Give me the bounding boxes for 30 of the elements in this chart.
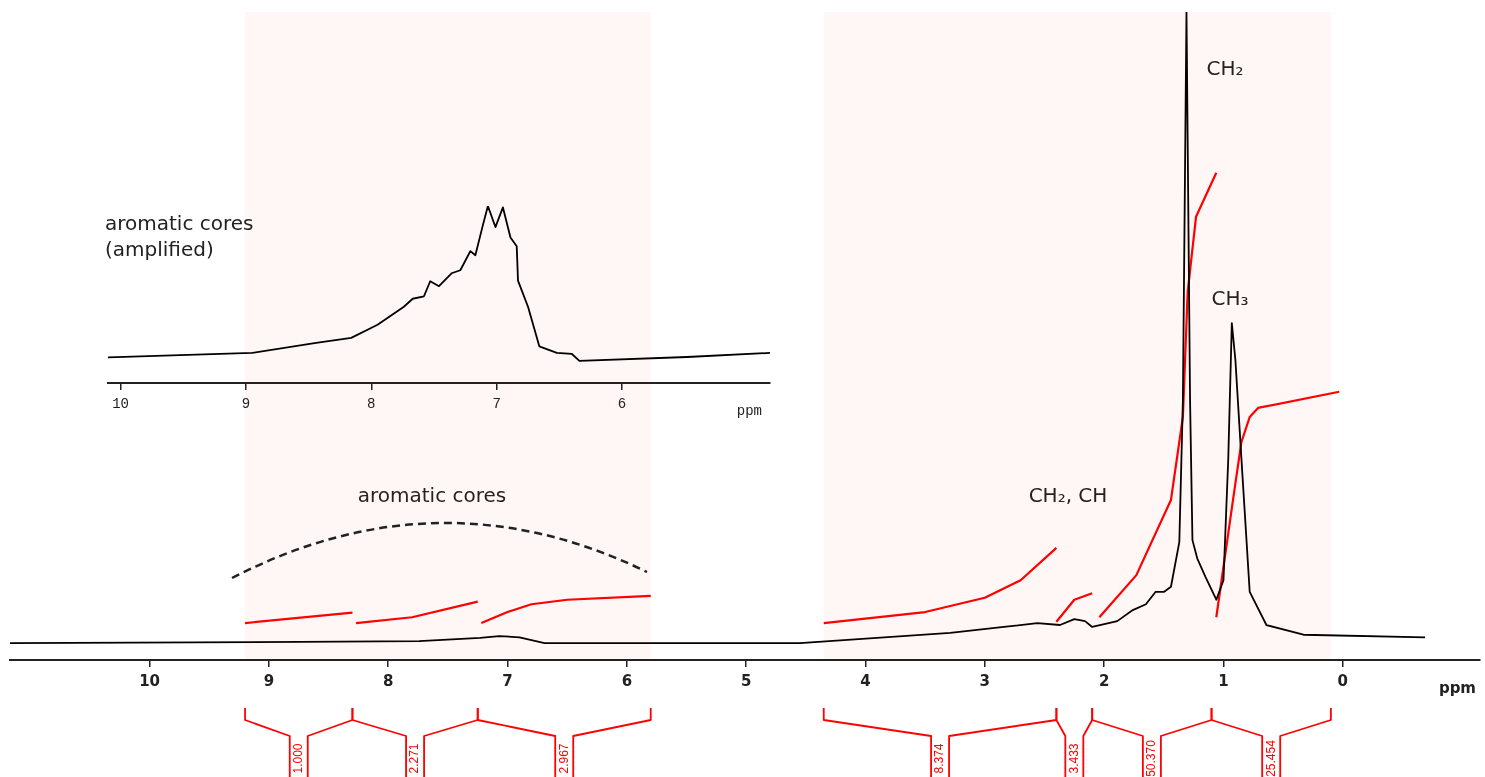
x-axis-title: ppm [1438,678,1476,697]
x-tick-label: 6 [621,671,633,690]
x-tick-label: 7 [492,396,501,413]
annotation: CH₂, CH [1028,483,1108,508]
x-tick-label: 8 [367,396,376,413]
annotation: CH₂ [1206,56,1244,81]
x-tick-label: 3 [979,671,991,690]
x-tick-label: 9 [263,671,275,690]
band-label: 1.000 [291,743,306,774]
band-label: 2.967 [556,743,571,774]
text: aromatic cores (amplified) [105,210,255,262]
x-tick-label: 0 [1337,671,1348,690]
x-tick-label: 5 [740,671,752,690]
x-tick-label: 2 [1098,671,1110,690]
x-tick-label: 7 [502,671,513,690]
x-tick-label: 10 [112,396,129,413]
x-tick-label: 4 [860,671,871,690]
annotation: CH₃ [1211,286,1249,311]
x-tick-label: 9 [241,396,251,413]
band-label: 2.271 [407,743,422,774]
x-tick-label: 10 [139,671,161,690]
x-tick-label: 1 [1218,671,1229,690]
band-label: 50.370 [1144,739,1159,777]
annotation: aromatic cores [357,483,507,508]
x-tick-label: 6 [617,396,627,413]
band-label: 8.374 [932,743,947,774]
x-axis-title: ppm [736,402,762,419]
band-label: 3.433 [1066,743,1081,774]
x-tick-label: 8 [383,671,394,690]
band-label: 25.454 [1263,739,1278,777]
